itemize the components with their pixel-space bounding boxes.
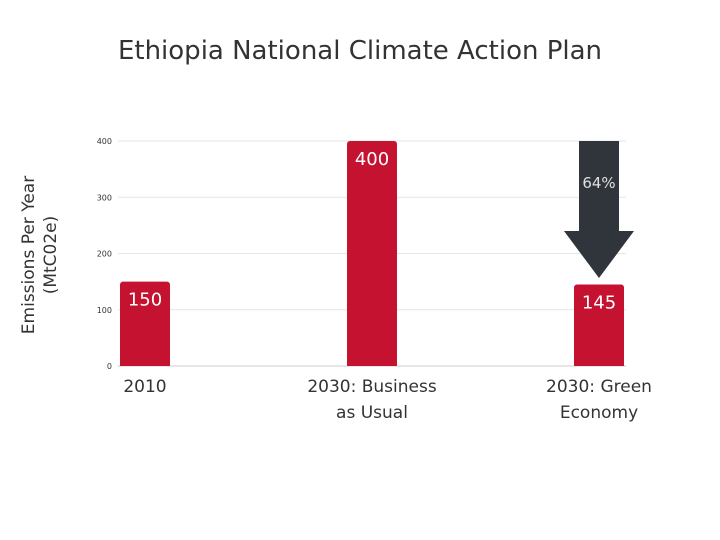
data-label: 400	[355, 149, 389, 170]
data-label: 150	[128, 290, 162, 311]
y-tick-label: 100	[97, 306, 112, 315]
bar-fill	[347, 145, 397, 366]
y-axis-label-line: (MtC02e)	[41, 215, 61, 295]
y-axis-label: Emissions Per Year (MtC02e)	[18, 176, 62, 334]
arrow-label: 64%	[582, 174, 615, 192]
x-tick-label: 2010	[123, 377, 166, 397]
x-tick-label: 2030: Green	[546, 377, 652, 397]
x-tick-label: Economy	[560, 403, 638, 423]
x-tick-label: as Usual	[336, 403, 408, 423]
bar-fill	[120, 285, 170, 366]
y-tick-label: 300	[97, 193, 112, 202]
down-arrow-icon	[564, 141, 634, 278]
chart-title: Ethiopia National Climate Action Plan	[117, 36, 603, 66]
y-tick-label: 400	[97, 137, 112, 146]
data-label: 145	[582, 292, 616, 313]
x-tick-label: 2030: Business	[307, 377, 437, 397]
bar-fill	[574, 288, 624, 366]
y-axis-label-line: Emissions Per Year	[19, 175, 39, 335]
y-tick-label: 200	[97, 250, 112, 259]
y-tick-label: 0	[107, 362, 112, 371]
